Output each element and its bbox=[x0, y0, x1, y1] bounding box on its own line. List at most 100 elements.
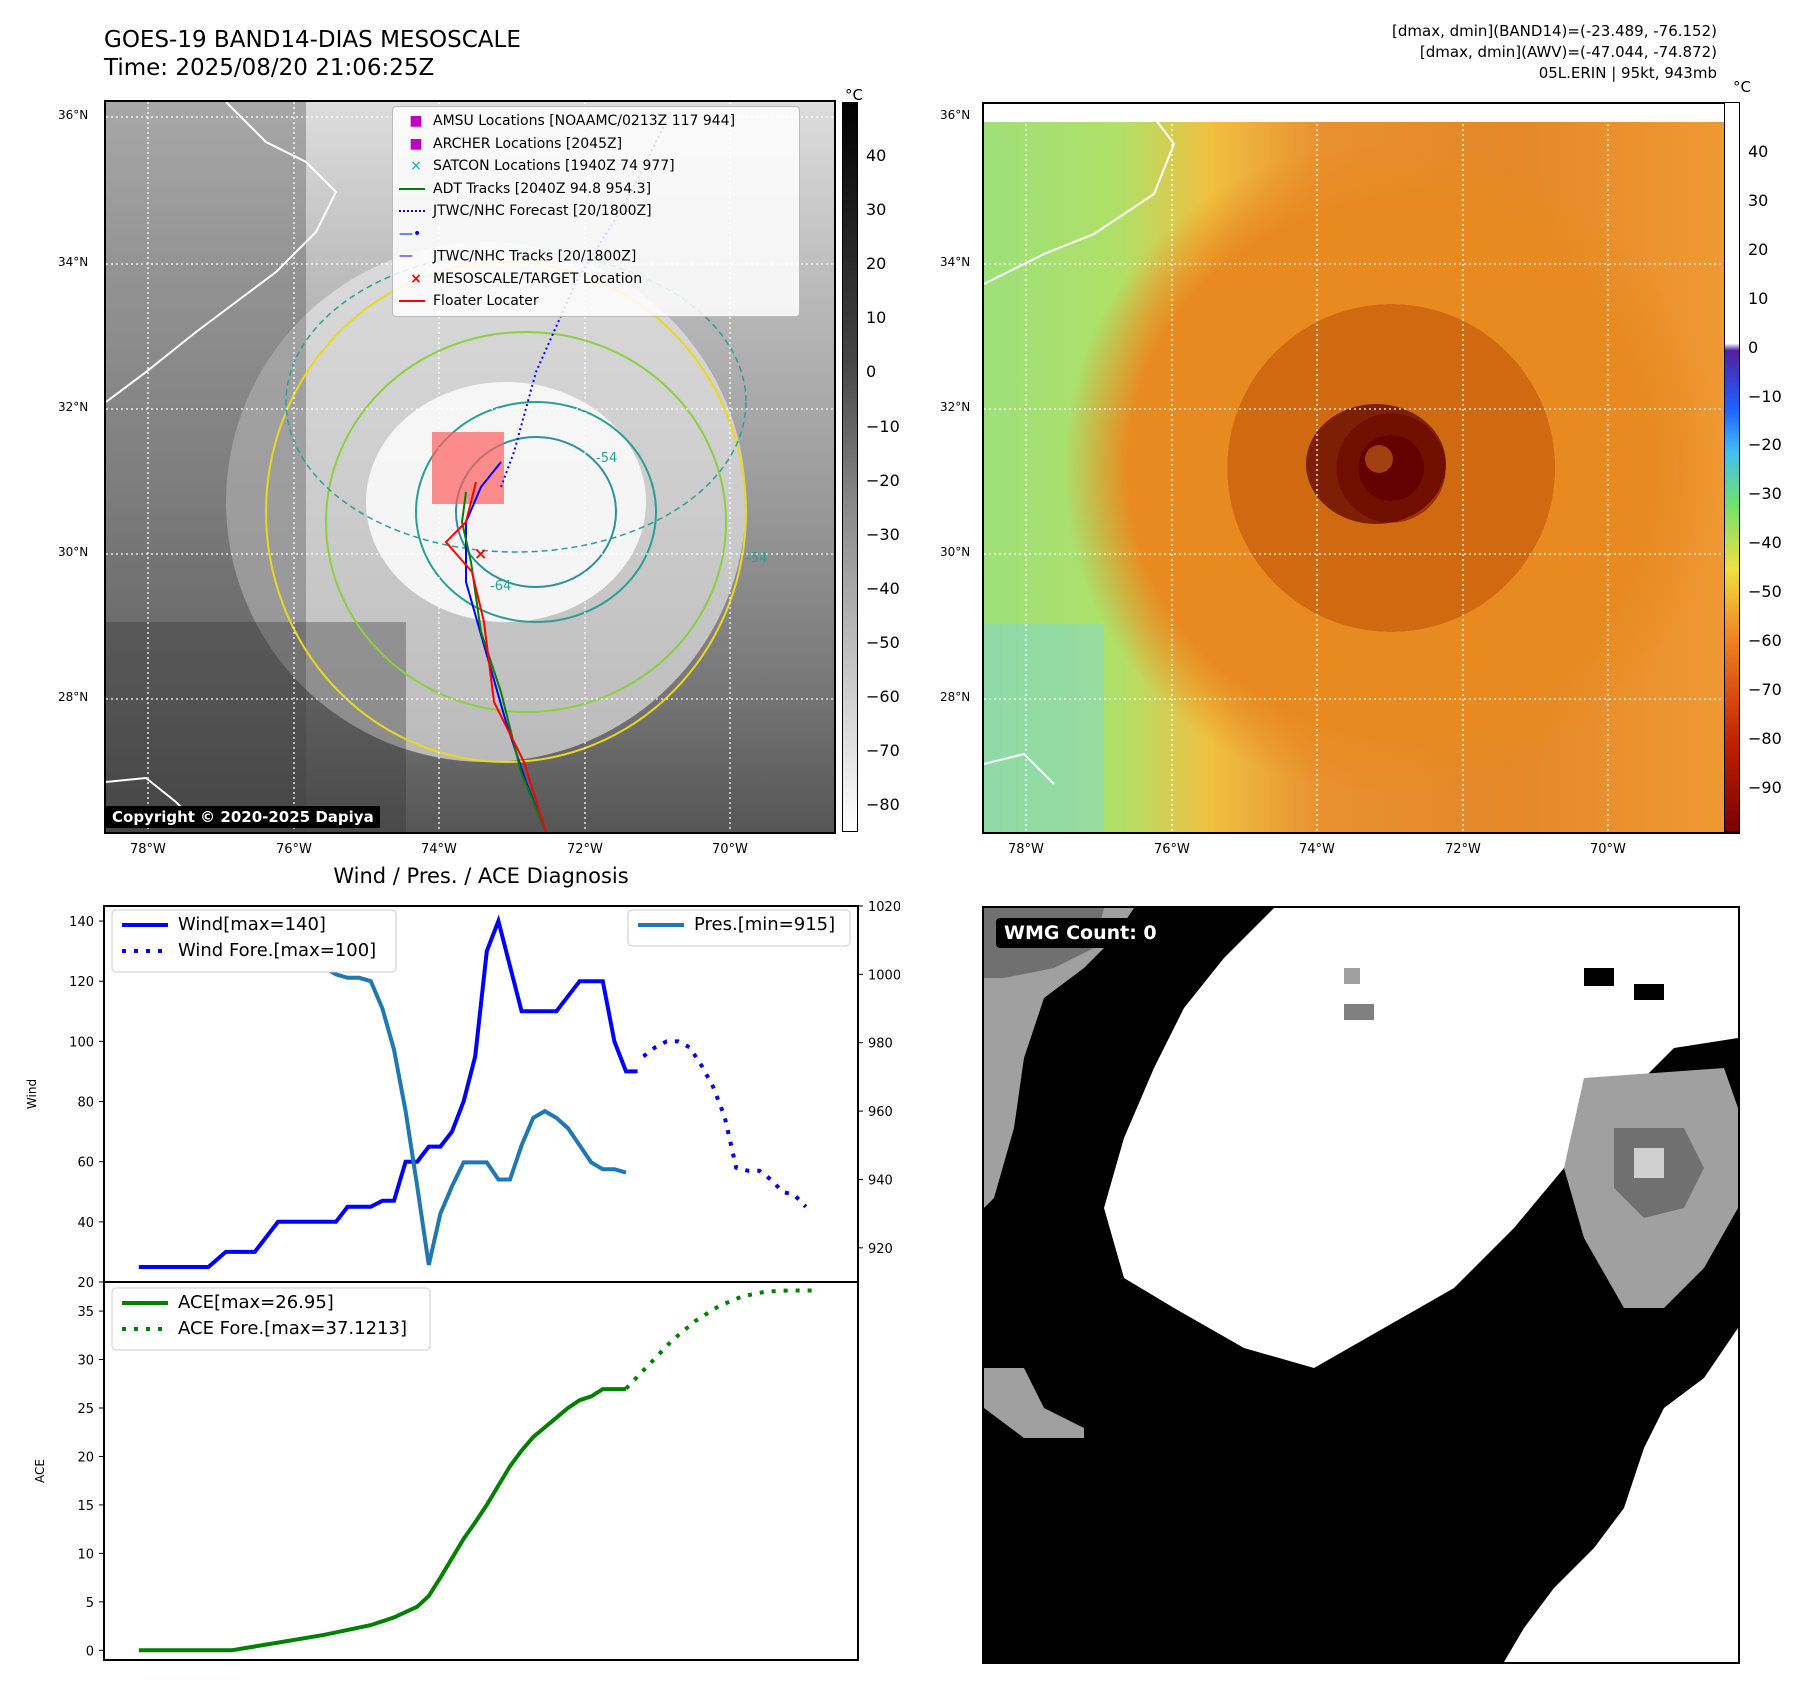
legend-label: ACE[max=26.95] bbox=[178, 1292, 334, 1313]
dias-colorbar-unit: °C bbox=[1733, 78, 1751, 96]
dias-colorbar-tick: −80 bbox=[1748, 728, 1782, 748]
chart-legend-box bbox=[111, 909, 397, 973]
series-line bbox=[138, 1387, 626, 1653]
figure-title: GOES-19 BAND14-DIAS MESOSCALE bbox=[104, 27, 521, 53]
dias-colorbar-tick: −50 bbox=[1748, 582, 1782, 602]
dias-colorbar-tick: 10 bbox=[1748, 288, 1769, 308]
wind-ace-chart: 2040608010012014092094096098010001020051… bbox=[25, 900, 900, 1661]
forecast-track-line bbox=[500, 121, 667, 488]
dias-lat-label: 28°N bbox=[940, 690, 971, 704]
ir-lon-label: 76°W bbox=[276, 842, 312, 857]
adt-track-line bbox=[460, 491, 547, 832]
dias-lat-label: 30°N bbox=[940, 545, 971, 559]
dias-colorbar bbox=[1724, 102, 1740, 832]
ir-lon-label: 78°W bbox=[130, 842, 166, 857]
wmg-image bbox=[984, 908, 1738, 1662]
ir-colorbar-tick: 10 bbox=[866, 308, 887, 328]
ir-colorbar-tick: −50 bbox=[866, 632, 900, 652]
ace-y-tick-label: 5 bbox=[86, 1596, 94, 1611]
ir-lat-label: 30°N bbox=[58, 545, 89, 559]
legend-item-tracks: —•— JTWC/NHC Tracks [20/1800Z] bbox=[399, 225, 637, 265]
ace-y-tick-label: 15 bbox=[77, 1499, 94, 1514]
pressure-y-tick-label: 1000 bbox=[868, 968, 900, 983]
ir-map-panel: -54 -54 -64 × ■ AMSU Locations [NOAAMC/02… bbox=[104, 100, 836, 834]
legend-item-target: × MESOSCALE/TARGET Location bbox=[410, 270, 643, 287]
wind-y-tick-label: 40 bbox=[77, 1216, 94, 1231]
ir-colorbar-tick: 20 bbox=[866, 254, 887, 274]
floater-box bbox=[432, 432, 504, 504]
dias-lat-label: 34°N bbox=[940, 255, 971, 269]
ace-y-tick-label: 20 bbox=[77, 1450, 94, 1465]
ir-lat-label: 32°N bbox=[58, 400, 89, 414]
ace-y-tick-label: 0 bbox=[86, 1644, 94, 1659]
contour-label: -54 bbox=[746, 551, 767, 566]
dias-map-panel bbox=[982, 102, 1740, 834]
ir-colorbar-tick: −20 bbox=[866, 470, 900, 490]
ir-lat-label: 28°N bbox=[58, 690, 89, 704]
pressure-y-tick-label: 920 bbox=[868, 1242, 893, 1257]
ir-colorbar-tick: 40 bbox=[866, 146, 887, 165]
wind-axis-label: Wind bbox=[25, 1079, 39, 1109]
dias-lat-label: 32°N bbox=[940, 400, 971, 414]
dias-lon-label: 76°W bbox=[1154, 842, 1190, 857]
ir-colorbar-tick: −60 bbox=[866, 687, 900, 706]
wind-y-tick-label: 20 bbox=[77, 1276, 94, 1291]
ace-y-tick-label: 10 bbox=[77, 1547, 94, 1562]
dias-colorbar-tick: −40 bbox=[1748, 533, 1782, 553]
series-line bbox=[138, 931, 627, 1266]
ir-lat-label: 36°N bbox=[58, 108, 89, 122]
dias-colorbar-tick: 30 bbox=[1748, 190, 1769, 210]
dias-colorbar-tick: −10 bbox=[1748, 386, 1782, 406]
ace-axis-label: ACE bbox=[33, 1459, 47, 1483]
chart-legend-box bbox=[627, 909, 851, 947]
contour-label: -54 bbox=[596, 451, 617, 466]
dias-colorbar-tick: −70 bbox=[1748, 679, 1782, 699]
dias-map-overlay bbox=[984, 104, 1738, 832]
header-awv-range: [dmax, dmin](AWV)=(-47.044, -74.872) bbox=[1419, 43, 1717, 61]
dias-colorbar-tick: −60 bbox=[1748, 631, 1782, 650]
legend-item-floater: Floater Locater bbox=[399, 290, 793, 313]
series-line bbox=[624, 1288, 812, 1390]
header-storm-info: 05L.ERIN | 95kt, 943mb bbox=[1538, 64, 1717, 82]
dias-colorbar-tick: −30 bbox=[1748, 484, 1782, 504]
pressure-y-tick-label: 940 bbox=[868, 1173, 893, 1188]
series-line bbox=[138, 914, 638, 1269]
legend-item-adt: ADT Tracks [2040Z 94.8 954.3] bbox=[399, 178, 793, 201]
copyright-label: Copyright © 2020-2025 Dapiya bbox=[106, 806, 380, 828]
dias-lat-label: 36°N bbox=[940, 108, 971, 122]
ir-colorbar-tick: −40 bbox=[866, 578, 900, 598]
legend-label: Pres.[min=915] bbox=[694, 914, 835, 935]
wind-y-tick-label: 100 bbox=[69, 1035, 94, 1050]
best-track-line bbox=[465, 461, 547, 832]
ir-legend: ■ AMSU Locations [NOAAMC/0213Z 117 944] ■… bbox=[392, 106, 800, 317]
ir-colorbar-tick: −80 bbox=[866, 795, 900, 815]
contour-label: -64 bbox=[490, 579, 511, 594]
dias-lon-label: 70°W bbox=[1590, 842, 1626, 857]
ir-colorbar-tick: −30 bbox=[866, 524, 900, 544]
ace-y-tick-label: 30 bbox=[77, 1354, 94, 1369]
target-marker: × bbox=[474, 544, 487, 563]
pressure-y-tick-label: 1020 bbox=[868, 900, 900, 915]
ir-colorbar-unit: °C bbox=[845, 86, 863, 104]
ir-colorbar-tick: −70 bbox=[866, 741, 900, 761]
legend-label: Wind Fore.[max=100] bbox=[178, 940, 376, 961]
ir-lon-label: 74°W bbox=[421, 842, 457, 857]
ace-y-tick-label: 25 bbox=[77, 1402, 94, 1417]
chart-legend-box bbox=[111, 1287, 431, 1351]
figure-time: Time: 2025/08/20 21:06:25Z bbox=[104, 55, 435, 81]
dias-colorbar-tick: 20 bbox=[1748, 239, 1769, 259]
diagnosis-title: Wind / Pres. / ACE Diagnosis bbox=[333, 864, 629, 888]
legend-item-satcon: × SATCON Locations [1940Z 74 977] bbox=[410, 158, 675, 174]
wmg-count-badge: WMG Count: 0 bbox=[996, 918, 1165, 948]
legend-item-amsu: ■ AMSU Locations [NOAAMC/0213Z 117 944] bbox=[409, 113, 736, 129]
ir-colorbar-tick: 30 bbox=[866, 200, 887, 220]
wind-y-tick-label: 140 bbox=[69, 915, 94, 930]
legend-label: ACE Fore.[max=37.1213] bbox=[178, 1318, 407, 1339]
dias-colorbar-tick: 40 bbox=[1748, 142, 1769, 161]
wind-y-tick-label: 80 bbox=[77, 1096, 94, 1111]
dias-colorbar-tick: 0 bbox=[1748, 337, 1759, 357]
floater-track-line bbox=[444, 481, 547, 832]
series-line bbox=[642, 1039, 808, 1209]
legend-label: Wind[max=140] bbox=[178, 914, 326, 935]
wmg-panel: WMG Count: 0 bbox=[982, 906, 1740, 1664]
